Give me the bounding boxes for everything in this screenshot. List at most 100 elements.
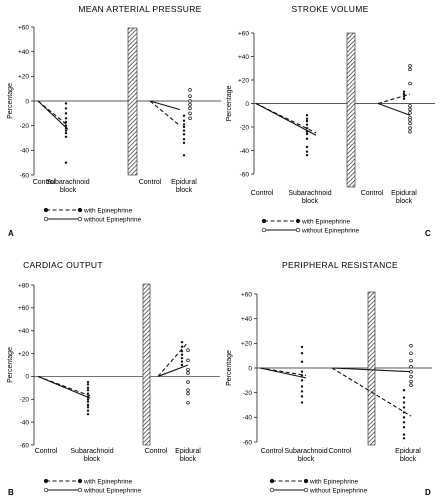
y-tick-label: -20 (20, 397, 30, 404)
y-tick-label: -40 (240, 148, 250, 155)
hatched-separator (367, 291, 376, 446)
y-tick-label: +40 (238, 54, 249, 61)
data-point-with-epinephrine (402, 389, 406, 392)
y-tick-label: +60 (238, 30, 249, 37)
data-point-without-epinephrine (188, 88, 192, 92)
data-point-with-epinephrine (300, 401, 304, 404)
data-point-with-epinephrine (182, 154, 186, 157)
data-point-with-epinephrine (402, 92, 406, 96)
data-point-with-epinephrine (180, 340, 184, 344)
legend-marker (43, 216, 49, 222)
panel-d: PERIPHERAL RESISTANCE D +60 +40 +20 0 -20 -40 -6… (226, 260, 432, 497)
category-label-block-2: block (302, 198, 319, 205)
data-point-with-epinephrine (64, 107, 68, 110)
y-tick-label: +40 (18, 49, 29, 56)
data-point-with-epinephrine (86, 398, 90, 401)
chart-title: STROKE VOLUME (291, 4, 368, 14)
legend-label: with Epinephrine (83, 207, 132, 214)
data-point-with-epinephrine (64, 102, 68, 105)
y-tick-label: -60 (240, 171, 250, 178)
data-point-with-epinephrine (182, 141, 186, 145)
data-point-without-epinephrine (409, 369, 413, 374)
data-point-with-epinephrine (180, 363, 184, 367)
y-axis-label: Percentage (7, 347, 14, 383)
data-point-with-epinephrine (86, 400, 90, 403)
y-tick-label: -20 (243, 390, 253, 397)
data-point-without-epinephrine (408, 118, 412, 122)
legend-label: with Epinephrine (83, 478, 132, 485)
data-point-without-epinephrine (188, 111, 192, 116)
panel-letter: A (8, 229, 14, 238)
y-tick-label: -60 (20, 172, 30, 179)
y-tick-label: +20 (238, 77, 249, 84)
legend-label: without Epinephrine (301, 227, 359, 234)
data-point-with-epinephrine (64, 112, 68, 115)
data-point-with-epinephrine (402, 421, 406, 424)
legend-marker (261, 227, 267, 233)
legend-marker (77, 487, 83, 493)
category-label-block: Epidural (391, 190, 417, 197)
data-point-without-epinephrine (186, 371, 190, 375)
category-label-control: Control (35, 448, 58, 455)
data-point-without-epinephrine (188, 116, 192, 121)
data-point-with-epinephrine (300, 370, 304, 373)
category-label-block-2: block (180, 456, 197, 463)
hatched-separator (346, 32, 356, 188)
legend-marker (295, 218, 301, 224)
data-point-with-epinephrine (180, 345, 184, 348)
category-label-block: Subarachnoid (46, 179, 89, 186)
data-point-without-epinephrine (409, 365, 413, 369)
data-point-without-epinephrine (409, 358, 413, 363)
data-point-with-epinephrine (86, 386, 90, 390)
data-point-without-epinephrine (186, 391, 190, 396)
data-point-without-epinephrine (408, 81, 412, 86)
hatched-separator (127, 27, 138, 176)
data-point-with-epinephrine (300, 374, 304, 377)
data-point-with-epinephrine (300, 395, 304, 398)
mean-line-without-epinephrine (157, 364, 189, 377)
y-tick-label: +20 (18, 74, 29, 81)
data-point-without-epinephrine (186, 367, 190, 372)
legend-marker (303, 487, 309, 493)
y-axis-label: Percentage (226, 85, 233, 121)
category-label-control: Control (361, 190, 384, 197)
y-tick-label: +40 (18, 328, 29, 335)
y-tick-label: +20 (18, 351, 29, 358)
legend-marker (261, 218, 267, 224)
data-point-without-epinephrine (409, 344, 413, 348)
data-point-with-epinephrine (300, 360, 304, 364)
category-label-block: Epidural (171, 179, 197, 186)
data-point-without-epinephrine (186, 348, 190, 352)
data-point-with-epinephrine (300, 379, 304, 382)
data-point-with-epinephrine (64, 135, 68, 138)
data-point-with-epinephrine (86, 380, 90, 384)
mean-line-with-epinephrine (157, 341, 189, 377)
data-point-with-epinephrine (402, 396, 406, 399)
data-point-without-epinephrine (408, 107, 412, 112)
legend-label: with Epinephrine (309, 478, 358, 485)
y-tick-label: -20 (20, 123, 30, 130)
data-point-with-epinephrine (300, 345, 304, 349)
data-point-with-epinephrine (305, 114, 309, 117)
y-tick-label: -60 (20, 442, 30, 449)
panel-b: CARDIAC OUTPUT B +80 +60 +40 +20 0 -20 -40 -60 Per… (7, 260, 220, 497)
data-point-without-epinephrine (188, 106, 192, 111)
category-label-block: Epidural (175, 448, 201, 455)
data-point-with-epinephrine (305, 150, 309, 153)
data-point-without-epinephrine (409, 379, 413, 384)
panel-letter: D (425, 488, 431, 497)
y-tick-label: 0 (245, 101, 249, 108)
data-point-with-epinephrine (64, 117, 68, 120)
data-point-with-epinephrine (300, 385, 304, 388)
category-label-control: Control (33, 179, 56, 186)
data-point-with-epinephrine (180, 356, 184, 360)
data-point-with-epinephrine (300, 390, 304, 393)
mean-line-without-epinephrine (259, 367, 307, 379)
data-point-with-epinephrine (305, 117, 309, 120)
data-point-with-epinephrine (182, 129, 186, 132)
data-point-with-epinephrine (402, 433, 406, 436)
category-label-control: Control (145, 448, 168, 455)
data-point-with-epinephrine (402, 437, 406, 440)
data-point-without-epinephrine (408, 64, 412, 68)
